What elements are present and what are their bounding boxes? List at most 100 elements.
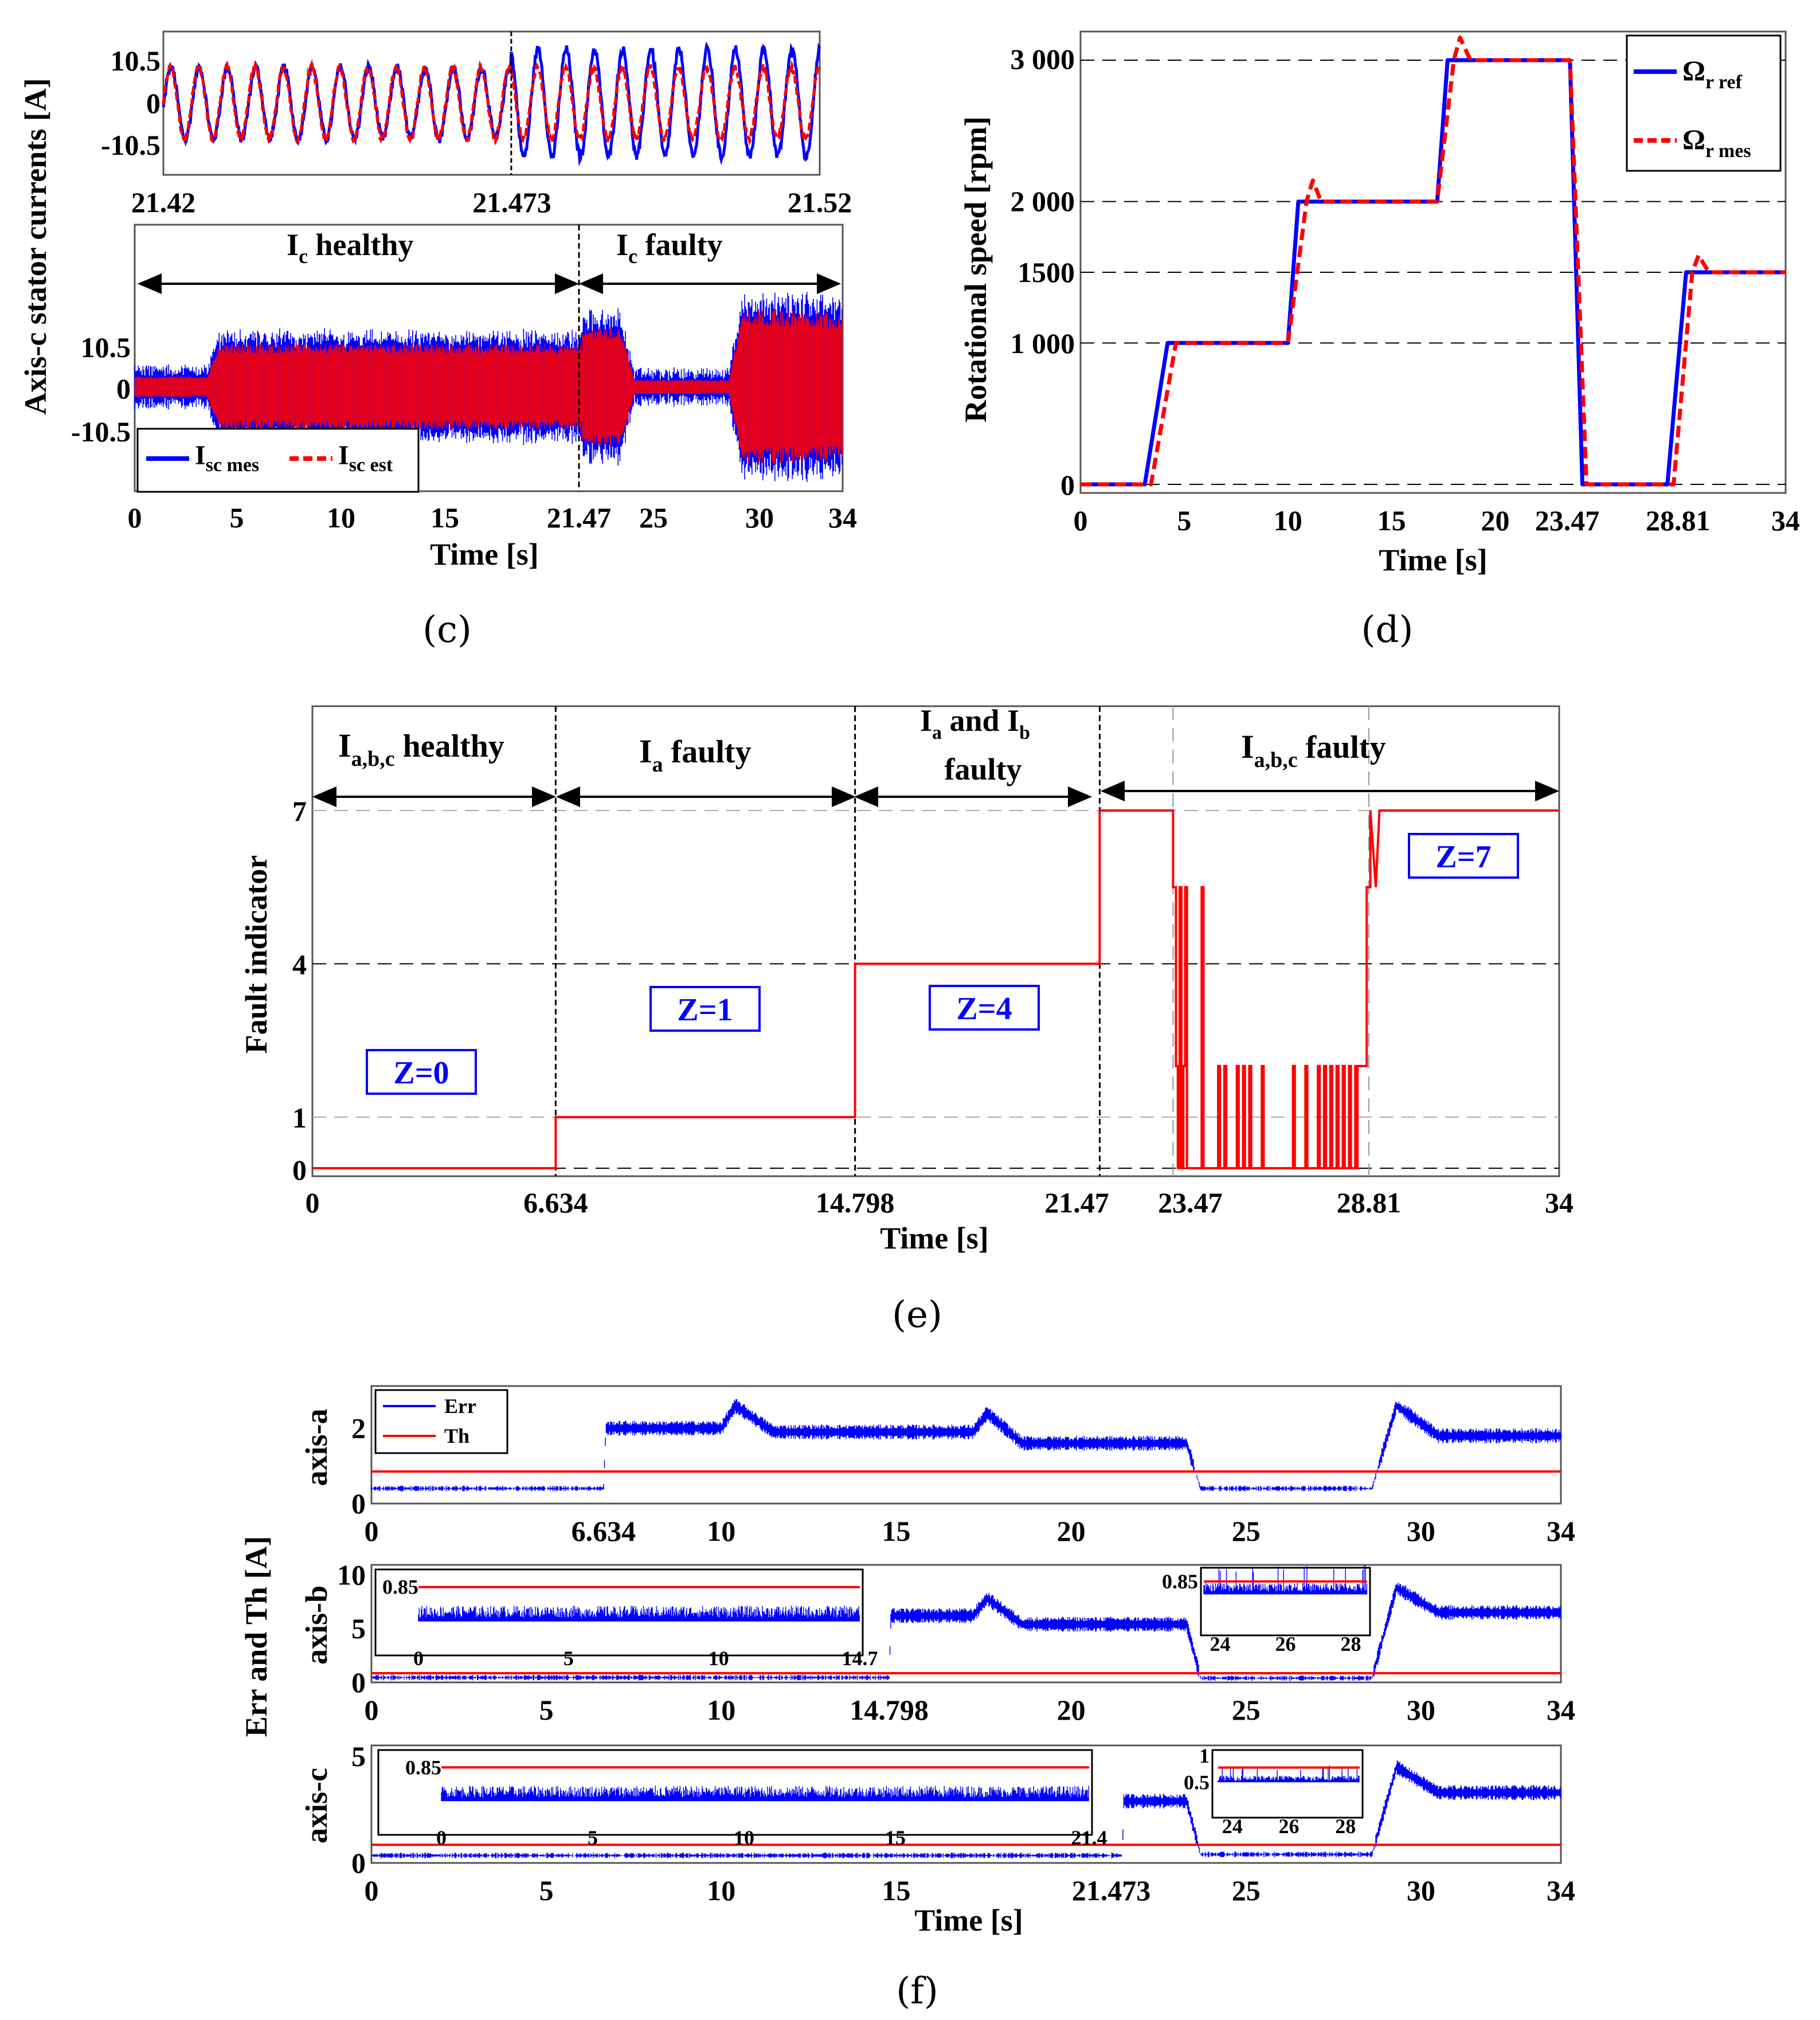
panel-f-inset-xtick: 26 (1279, 1815, 1300, 1838)
panel-e-frame (311, 705, 1560, 1177)
panel-f-inset-xtick: 0 (413, 1647, 424, 1670)
panel-f-xtick: 10 (707, 1874, 735, 1907)
panel-d-series-1 (1081, 36, 1786, 487)
panel-c-main-ytick: -10.5 (71, 416, 131, 448)
panel-f-xlabel: Time [s] (914, 1903, 1023, 1937)
panel-d-legend: Ωr ref Ωr mes (1626, 34, 1782, 172)
panel-c-xtick: 30 (745, 502, 774, 534)
panel-f-inset-ylabel: 0.85 (405, 1756, 441, 1779)
panel-e-ytick: 0 (292, 1154, 307, 1186)
panel-c-xtick: 10 (327, 502, 355, 534)
svg-text:Ic faulty: Ic faulty (616, 228, 723, 268)
panel-f-xtick: 10 (707, 1694, 735, 1726)
panel-f-xtick: 20 (1057, 1694, 1086, 1726)
panel-e-ytick: 1 (292, 1102, 307, 1134)
panel-c-annotation-faulty: Ic faulty (616, 228, 723, 268)
legend-label-mes: Isc mes (195, 440, 259, 476)
panel-c-main-xticks: 0 5 10 15 21.47 25 30 34 (128, 502, 858, 534)
svg-text:Ia and Ib: Ia and Ib (920, 703, 1030, 743)
panel-e-caption: (e) (892, 1294, 942, 1336)
panel-f-err-series-0 (371, 1399, 1561, 1491)
panel-e-xtick: 14.798 (816, 1187, 895, 1219)
panel-f-xtick: 21.473 (1072, 1874, 1151, 1907)
panel-f-xtick: 34 (1547, 1515, 1575, 1547)
panel-f-xtick: 25 (1232, 1694, 1261, 1726)
panel-f-inset-err (418, 1606, 860, 1622)
panel-f-ytick: 2 (351, 1412, 366, 1444)
panel-f-xtick: 25 (1232, 1515, 1261, 1547)
panel-e-zone-box-1: Z=1 (649, 986, 761, 1032)
svg-text:Z=1: Z=1 (677, 992, 733, 1028)
panel-f-xtick: 30 (1407, 1515, 1435, 1547)
panel-d-plot (1081, 36, 1786, 487)
panel-d-ytick: 0 (1060, 469, 1075, 501)
legend-label-mes-speed: Ωr mes (1682, 123, 1751, 162)
panel-e-seg-ab-faulty: Ia and Ib faulty (920, 703, 1030, 786)
panel-f-inset-ylabel: 0.85 (1162, 1570, 1198, 1593)
panel-e-seg-healthy: Ia,b,c healthy (338, 727, 504, 771)
panel-f-ytick: 10 (337, 1559, 366, 1591)
panel-f-axis-b-label: axis-b (299, 1586, 334, 1665)
panel-f-xtick: 5 (539, 1874, 554, 1907)
svg-text:Ia,b,c faulty: Ia,b,c faulty (1241, 728, 1386, 772)
panel-f-inset-err (441, 1786, 1089, 1802)
panel-c-zoom-series-est (162, 58, 821, 147)
panel-f-xtick: 20 (1057, 1515, 1086, 1547)
panel-f-plots (371, 1399, 1561, 1858)
panel-d-ylabel: Rotational speed [rpm] (958, 116, 993, 422)
legend-label-err: Err (444, 1395, 476, 1418)
panel-d-xtick: 10 (1274, 504, 1302, 537)
panel-f-axis-a-frame (370, 1385, 1562, 1505)
panel-f-ytick: 5 (351, 1612, 366, 1645)
panel-f-axis-c-label: axis-c (299, 1768, 334, 1843)
panel-c-xtick: 5 (230, 502, 244, 534)
panel-e-seg-a-faulty: Ia faulty (639, 733, 752, 777)
panel-c-xtick: 21.47 (547, 502, 612, 534)
panel-f-inset-xtick: 26 (1275, 1633, 1296, 1655)
panel-d-xtick: 23.47 (1535, 504, 1600, 537)
panel-c-main-plot (134, 292, 843, 482)
panel-c-zoom-series-mes (162, 41, 821, 167)
panel-e-xticks: 0 6.634 14.798 21.47 23.47 28.81 34 (306, 1187, 1574, 1219)
panel-f-inset-xtick: 0 (436, 1826, 447, 1849)
panel-f-inset-err (1218, 1765, 1360, 1783)
panel-f-xtick: 25 (1232, 1874, 1261, 1907)
panel-f-xtick: 15 (882, 1515, 910, 1547)
panel-e-xtick: 34 (1545, 1187, 1574, 1219)
panel-c-main-ytick: 10.5 (81, 331, 131, 363)
panel-f-inset-ylabel: 0.85 (382, 1576, 418, 1599)
panel-c-zoom-xtick: 21.473 (472, 186, 551, 218)
panel-f-inset-xtick: 21.4 (1071, 1826, 1107, 1849)
panel-f: Err and Th [A] axis-a axis-b axis-c 020 6… (239, 1385, 1575, 2013)
panel-f-axis-a-label: axis-a (299, 1409, 334, 1486)
panel-d-xticks: 0 5 10 15 20 23.47 28.81 34 (1074, 504, 1801, 537)
panel-f-xtick: 5 (539, 1694, 554, 1726)
panel-e-seg-abc-faulty: Ia,b,c faulty (1241, 728, 1386, 772)
panel-d-xtick: 15 (1377, 504, 1406, 537)
panel-f-xtick: 14.798 (850, 1694, 929, 1726)
panel-e-plot (312, 809, 1559, 1169)
panel-e-xtick: 0 (306, 1187, 320, 1219)
panel-e-xtick: 6.634 (523, 1187, 588, 1219)
panel-f-inset-xtick: 5 (588, 1826, 598, 1849)
panel-d-xtick: 20 (1481, 504, 1510, 537)
panel-e-grid (312, 706, 1559, 1176)
panel-d-frame (1079, 30, 1787, 494)
panel-f-inset-xtick: 15 (885, 1826, 906, 1849)
legend-label-ref: Ωr ref (1682, 54, 1743, 93)
panel-f-ytick: 0 (351, 1847, 366, 1879)
panel-f-caption: (f) (896, 1970, 938, 2013)
panel-c-zoom-xtick: 21.52 (788, 186, 852, 218)
panel-f-axis-c-inset-right (1211, 1749, 1364, 1819)
panel-d-xlabel: Time [s] (1379, 543, 1487, 577)
panel-e-arrows (312, 780, 1560, 808)
panel-f-xtick: 0 (365, 1515, 379, 1547)
panel-e-zone-box-0: Z=0 (366, 1049, 477, 1095)
panel-f-inset-ylabel2: 0.5 (1184, 1771, 1210, 1794)
panel-d-xtick: 28.81 (1646, 504, 1711, 537)
panel-c-zoom-plot (162, 32, 821, 175)
panel-d-ytick: 2 000 (1011, 185, 1075, 217)
panel-e-zone-box-4: Z=4 (929, 985, 1040, 1031)
